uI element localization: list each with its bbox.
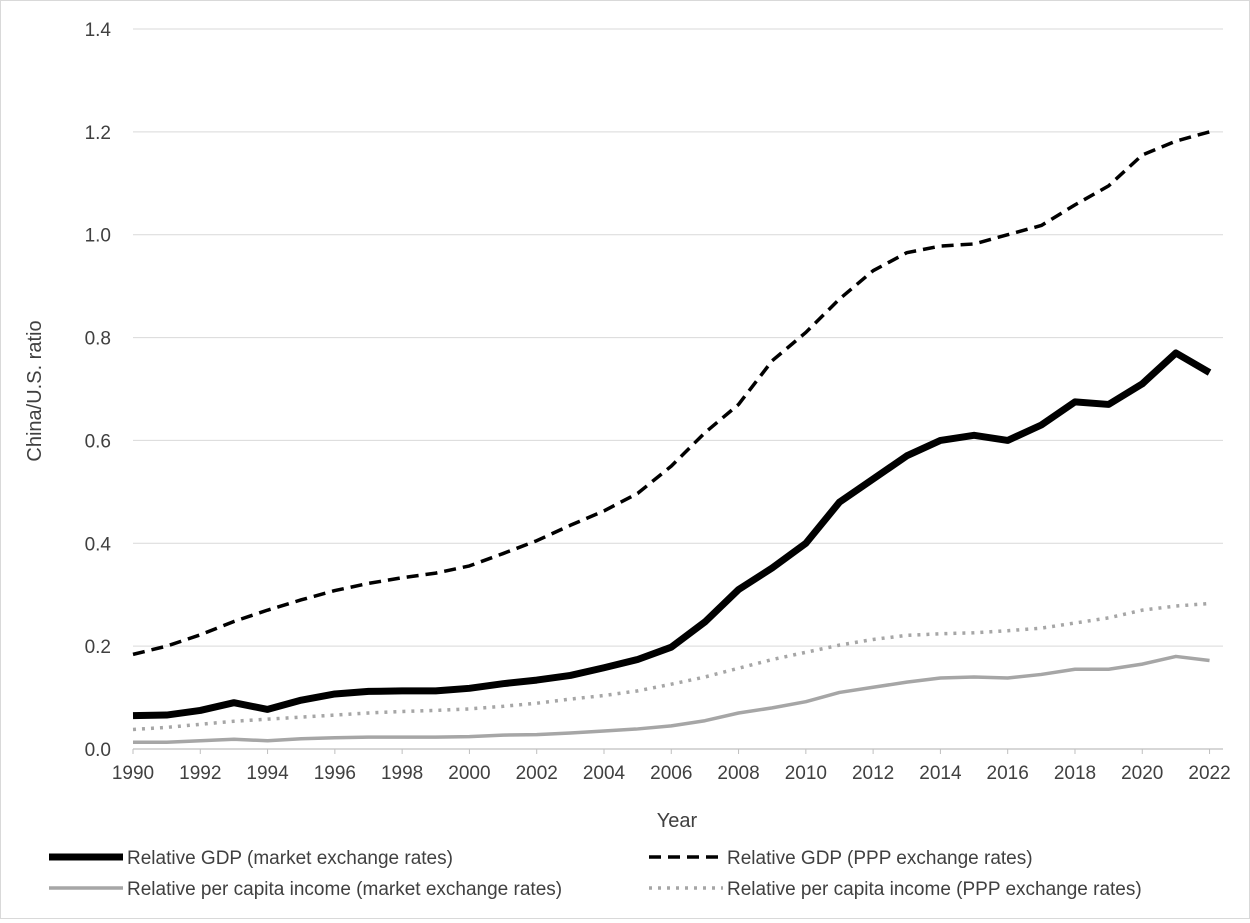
y-tick-label: 1.0 [85,226,111,247]
x-tick-label: 2014 [919,763,962,784]
y-axis-title: China/U.S. ratio [24,320,46,461]
x-tick-label: 2016 [987,763,1029,784]
y-tick-label: 0.2 [85,637,111,658]
series-line-1 [132,349,1212,720]
legend: Relative GDP (market exchange rates) Rela… [49,848,1142,900]
y-tick-label: 0.8 [85,329,111,350]
x-tick-label: 1992 [179,763,221,784]
gridlines [133,28,1223,647]
x-tick-label: 1998 [381,763,423,784]
y-tick-label: 0.4 [85,534,112,555]
series-line-3 [133,654,1210,745]
legend-label-2: Relative GDP (PPP exchange rates) [727,848,1033,869]
series-line-4 [132,601,1210,732]
x-tick-label: 2022 [1188,763,1230,784]
y-tick-label: 0.6 [85,431,111,452]
x-tick-label: 2004 [583,763,626,784]
x-tick-label: 2000 [448,763,490,784]
legend-label-4: Relative per capita income (PPP exchange… [727,879,1142,900]
x-axis-tick-labels: 1990 1992 1994 1996 1998 2000 2002 2004 2006 2008… [112,749,1231,784]
y-tick-label: 1.2 [85,123,111,144]
x-tick-label: 2006 [650,763,692,784]
y-tick-label: 1.4 [85,20,112,41]
x-tick-label: 2018 [1054,763,1096,784]
legend-label-3: Relative per capita income (market excha… [127,879,562,900]
x-tick-label: 1994 [246,763,289,784]
series-lines [132,130,1212,745]
legend-label-1: Relative GDP (market exchange rates) [127,848,453,869]
x-tick-label: 2012 [852,763,894,784]
x-tick-label: 2010 [785,763,827,784]
x-tick-label: 1996 [314,763,356,784]
x-tick-label: 2020 [1121,763,1163,784]
x-axis-title: Year [657,810,698,832]
x-tick-label: 2002 [516,763,558,784]
x-tick-label: 1990 [112,763,154,784]
series-line-2 [132,130,1211,657]
y-axis-tick-labels: 0.0 0.2 0.4 0.6 0.8 1.0 1.2 1.4 [85,20,112,761]
x-tick-label: 2008 [717,763,759,784]
y-tick-label: 0.0 [85,740,111,761]
